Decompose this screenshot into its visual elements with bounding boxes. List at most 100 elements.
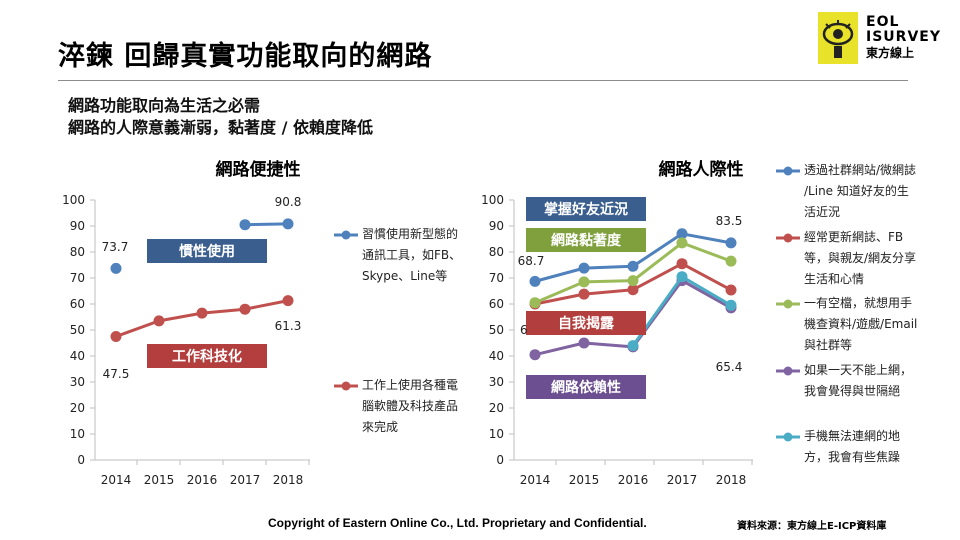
legend-entry: 經常更新網誌、FB 等，與親友/網友分享 生活和心情	[776, 227, 960, 290]
y-tick-label: 80	[70, 245, 85, 259]
legend-label: 手機無法連網的地	[804, 429, 901, 443]
data-point	[578, 262, 590, 274]
legend-label: 習慣使用新型態的	[362, 227, 459, 241]
data-label: 90.8	[275, 195, 302, 209]
y-tick-label: 100	[481, 193, 504, 207]
data-point	[676, 237, 688, 249]
legend-entry: 習慣使用新型態的 通訊工具，如FB、 Skype、Line等	[334, 224, 512, 287]
y-tick-label: 100	[62, 193, 85, 207]
subtitle-interpersonal: 網路的人際意義漸弱，黏著度 / 依賴度降低	[68, 118, 373, 137]
y-tick-label: 90	[489, 219, 504, 233]
chart-title: 網路便捷性	[216, 159, 301, 180]
x-tick-label: 2015	[569, 473, 600, 487]
legend-label: Skype、Line等	[362, 269, 448, 283]
legend-entry: 手機無法連網的地 方，我會有些焦躁	[776, 426, 960, 468]
annotation-box	[526, 228, 646, 252]
data-point	[725, 255, 737, 267]
data-point	[529, 349, 541, 361]
y-tick-label: 20	[489, 401, 504, 415]
y-tick-label: 40	[489, 349, 504, 363]
annotation-label: 自我揭露	[558, 315, 615, 332]
data-point	[239, 303, 251, 315]
y-tick-label: 70	[70, 271, 85, 285]
data-label: 65.4	[716, 360, 743, 374]
data-point	[676, 228, 688, 240]
legend-marker-icon	[776, 432, 800, 442]
data-point	[627, 284, 639, 296]
data-point	[529, 275, 541, 287]
legend-marker-icon	[334, 381, 358, 391]
series-line	[631, 275, 732, 347]
x-tick-label: 2016	[187, 473, 218, 487]
data-label: 83.5	[716, 214, 743, 228]
legend-marker-icon	[776, 299, 800, 309]
legend-label: 活近況	[804, 205, 841, 219]
x-tick-label: 2016	[618, 473, 649, 487]
data-label: 73.7	[102, 240, 129, 254]
legend-entry: 一有空檔，就想用手 機查資料/遊戲/Email 與社群等	[776, 293, 960, 356]
data-point	[239, 219, 251, 231]
legend-label: 與社群等	[804, 338, 853, 352]
y-tick-label: 50	[489, 323, 504, 337]
footer-source: 資料來源：東方線上E-ICP資料庫	[737, 521, 887, 532]
footer-copyright: Copyright of Eastern Online Co., Ltd. Pr…	[268, 516, 647, 530]
annotation-box	[526, 197, 646, 221]
legend-label: 我會覺得與世隔絕	[804, 384, 901, 398]
x-tick-label: 2017	[667, 473, 698, 487]
x-tick-label: 2014	[101, 473, 132, 487]
logo-text-isurvey: ISURVEY	[866, 29, 941, 45]
data-label: 61.3	[275, 319, 302, 333]
legend-label: 腦軟體及科技產品	[362, 399, 459, 413]
y-tick-label: 80	[489, 245, 504, 259]
annotation-box	[147, 344, 267, 368]
x-tick-label: 2017	[230, 473, 261, 487]
data-point	[676, 271, 688, 283]
data-point	[153, 315, 165, 327]
annotation-label: 慣性使用	[178, 243, 235, 260]
legend-entry: 工作上使用各種電 腦軟體及科技產品 來完成	[334, 375, 512, 438]
y-tick-label: 60	[70, 297, 85, 311]
legend-label: 生活和心情	[804, 272, 865, 286]
legend-label: /Line 知道好友的生	[804, 184, 909, 198]
data-point	[110, 331, 122, 342]
annotation-box	[526, 375, 646, 399]
data-point	[529, 297, 541, 309]
legend-entry: 透過社群網站/微網誌/Line 知道好友的生 活近況	[776, 160, 960, 223]
data-label: 68.7	[518, 254, 545, 268]
chart-title: 網路人際性	[659, 159, 744, 180]
eye-logo-icon	[818, 12, 858, 64]
page-title: 淬鍊 回歸真實功能取向的網路	[58, 41, 433, 72]
annotation-label: 網路黏著度	[551, 232, 622, 249]
data-point	[627, 260, 639, 272]
data-point	[282, 295, 294, 307]
legend-marker-icon	[776, 166, 800, 176]
legend-marker-icon	[776, 366, 800, 376]
legend-label: 經常更新網誌、FB	[804, 230, 904, 244]
data-point	[676, 258, 688, 270]
subtitle-functional: 網路功能取向為生活之必需	[68, 96, 261, 115]
data-point	[578, 337, 590, 349]
data-point	[725, 299, 737, 311]
y-tick-label: 30	[70, 375, 85, 389]
data-point	[627, 340, 639, 352]
y-tick-label: 10	[70, 427, 85, 441]
annotation-box	[526, 311, 646, 335]
legend-label: 工作上使用各種電	[362, 378, 459, 392]
legend-label: 機查資料/遊戲/Email	[804, 317, 918, 331]
legend-label: 一有空檔，就想用手	[804, 296, 913, 310]
legend-label: 方，我會有些焦躁	[804, 450, 901, 464]
y-tick-label: 90	[70, 219, 85, 233]
y-tick-label: 0	[77, 453, 85, 467]
legend-marker-icon	[776, 233, 800, 243]
logo-text-company: 東方線上	[866, 46, 915, 60]
legend-label: 等，與親友/網友分享	[804, 251, 917, 265]
data-point	[110, 262, 122, 274]
data-label: 6	[520, 323, 528, 337]
logo-text-eol: EOL	[866, 14, 900, 30]
annotation-box	[147, 239, 267, 263]
data-label: 47.5	[103, 367, 130, 381]
x-tick-label: 2018	[273, 473, 304, 487]
x-tick-label: 2018	[716, 473, 747, 487]
title-divider	[58, 80, 908, 81]
